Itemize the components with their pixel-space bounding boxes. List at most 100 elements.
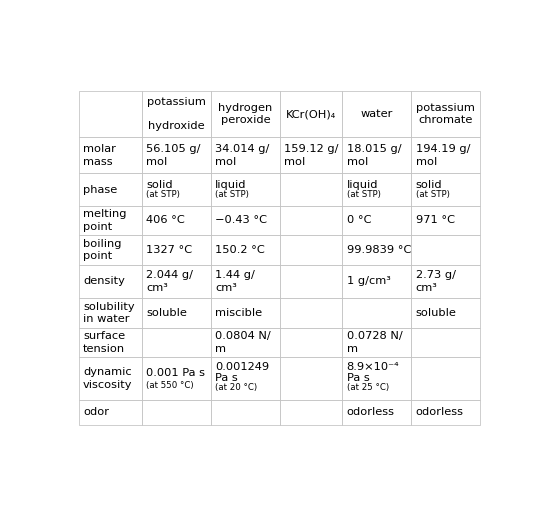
Bar xyxy=(342,137,412,173)
Text: density: density xyxy=(83,276,125,287)
Bar xyxy=(211,206,280,235)
Text: solid: solid xyxy=(146,180,173,190)
Bar xyxy=(280,298,342,328)
Bar xyxy=(211,235,280,265)
Bar xyxy=(211,328,280,357)
Text: 971 °C: 971 °C xyxy=(416,216,455,225)
Bar xyxy=(412,206,480,235)
Text: potassium
chromate: potassium chromate xyxy=(417,103,476,125)
Text: soluble: soluble xyxy=(146,308,187,318)
Bar xyxy=(342,357,412,400)
Bar xyxy=(79,328,142,357)
Text: 0.0804 N/
m: 0.0804 N/ m xyxy=(215,331,271,354)
Text: solubility
in water: solubility in water xyxy=(83,301,135,324)
Bar xyxy=(412,265,480,298)
Bar xyxy=(342,91,412,137)
Bar xyxy=(142,91,211,137)
Text: odor: odor xyxy=(83,407,109,417)
Text: (at 25 °C): (at 25 °C) xyxy=(347,383,389,392)
Text: surface
tension: surface tension xyxy=(83,331,125,354)
Text: dynamic
viscosity: dynamic viscosity xyxy=(83,367,133,390)
Bar xyxy=(211,173,280,206)
Bar xyxy=(280,235,342,265)
Text: 2.73 g/
cm³: 2.73 g/ cm³ xyxy=(416,270,455,293)
Bar xyxy=(342,298,412,328)
Bar xyxy=(211,400,280,425)
Bar xyxy=(280,206,342,235)
Bar xyxy=(211,265,280,298)
Text: 8.9×10⁻⁴
Pa s: 8.9×10⁻⁴ Pa s xyxy=(347,362,399,383)
Text: (at STP): (at STP) xyxy=(347,190,381,199)
Bar xyxy=(280,328,342,357)
Bar xyxy=(211,357,280,400)
Text: melting
point: melting point xyxy=(83,210,127,231)
Bar xyxy=(280,137,342,173)
Bar xyxy=(342,400,412,425)
Bar xyxy=(79,265,142,298)
Bar xyxy=(79,206,142,235)
Text: solid: solid xyxy=(416,180,442,190)
Bar xyxy=(342,265,412,298)
Text: soluble: soluble xyxy=(416,308,456,318)
Text: liquid: liquid xyxy=(347,180,378,190)
Bar xyxy=(412,91,480,137)
Bar xyxy=(79,173,142,206)
Bar xyxy=(142,137,211,173)
Bar xyxy=(79,298,142,328)
Text: 18.015 g/
mol: 18.015 g/ mol xyxy=(347,144,401,167)
Bar xyxy=(211,137,280,173)
Text: KCr(OH)₄: KCr(OH)₄ xyxy=(286,109,336,119)
Text: molar
mass: molar mass xyxy=(83,144,116,167)
Text: (at 20 °C): (at 20 °C) xyxy=(215,383,257,392)
Text: 56.105 g/
mol: 56.105 g/ mol xyxy=(146,144,200,167)
Bar xyxy=(142,298,211,328)
Bar xyxy=(280,265,342,298)
Text: 159.12 g/
mol: 159.12 g/ mol xyxy=(283,144,338,167)
Bar xyxy=(142,235,211,265)
Bar xyxy=(342,235,412,265)
Bar xyxy=(211,298,280,328)
Text: odorless: odorless xyxy=(347,407,395,417)
Text: water: water xyxy=(361,109,393,119)
Text: 1 g/cm³: 1 g/cm³ xyxy=(347,276,390,287)
Bar xyxy=(342,173,412,206)
Bar xyxy=(412,235,480,265)
Text: (at STP): (at STP) xyxy=(146,190,180,199)
Bar xyxy=(342,206,412,235)
Bar xyxy=(280,91,342,137)
Text: 0.0728 N/
m: 0.0728 N/ m xyxy=(347,331,402,354)
Text: hydrogen
peroxide: hydrogen peroxide xyxy=(218,103,272,125)
Text: (at STP): (at STP) xyxy=(416,190,449,199)
Text: 0 °C: 0 °C xyxy=(347,216,371,225)
Text: miscible: miscible xyxy=(215,308,262,318)
Text: 406 °C: 406 °C xyxy=(146,216,185,225)
Text: 34.014 g/
mol: 34.014 g/ mol xyxy=(215,144,269,167)
Bar xyxy=(79,400,142,425)
Bar xyxy=(342,328,412,357)
Bar xyxy=(412,298,480,328)
Bar xyxy=(142,206,211,235)
Bar xyxy=(79,357,142,400)
Bar xyxy=(79,235,142,265)
Bar xyxy=(412,173,480,206)
Bar xyxy=(142,357,211,400)
Bar xyxy=(79,91,142,137)
Text: 150.2 °C: 150.2 °C xyxy=(215,245,265,255)
Text: 1.44 g/
cm³: 1.44 g/ cm³ xyxy=(215,270,255,293)
Bar xyxy=(211,91,280,137)
Bar xyxy=(280,357,342,400)
Text: odorless: odorless xyxy=(416,407,464,417)
Text: liquid: liquid xyxy=(215,180,246,190)
Text: 2.044 g/
cm³: 2.044 g/ cm³ xyxy=(146,270,193,293)
Text: 194.19 g/
mol: 194.19 g/ mol xyxy=(416,144,470,167)
Bar xyxy=(412,137,480,173)
Text: 0.001249
Pa s: 0.001249 Pa s xyxy=(215,362,269,383)
Bar xyxy=(142,400,211,425)
Bar xyxy=(412,400,480,425)
Bar xyxy=(79,137,142,173)
Text: 1327 °C: 1327 °C xyxy=(146,245,192,255)
Bar xyxy=(412,357,480,400)
Bar xyxy=(280,400,342,425)
Text: −0.43 °C: −0.43 °C xyxy=(215,216,267,225)
Bar xyxy=(280,173,342,206)
